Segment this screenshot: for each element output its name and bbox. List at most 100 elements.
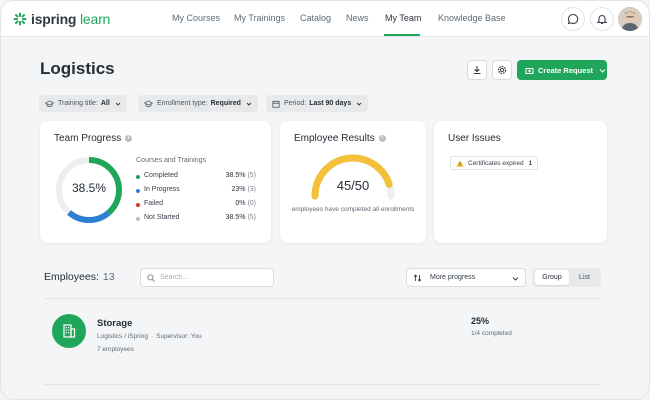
legend-value: 0% (0) bbox=[235, 200, 256, 207]
logo-text-main: ispring bbox=[31, 11, 77, 27]
chevron-down-icon bbox=[512, 277, 519, 281]
settings-button[interactable] bbox=[492, 60, 512, 80]
info-icon[interactable]: i bbox=[378, 135, 386, 142]
employees-heading: Employees: 13 bbox=[44, 271, 115, 283]
employee-results-title-text: Employee Results bbox=[294, 133, 375, 144]
user-issues-title: User Issues bbox=[448, 133, 501, 144]
search-field[interactable] bbox=[140, 268, 274, 287]
notifications-button[interactable] bbox=[590, 7, 614, 31]
building-icon bbox=[52, 314, 86, 348]
gauge-fill bbox=[311, 154, 393, 200]
legend-value: 38.5% (5) bbox=[226, 172, 256, 179]
nav-news[interactable]: News bbox=[346, 13, 369, 23]
legend-dot bbox=[136, 189, 140, 193]
team-progress-card: Team Progress i 38.5% Courses and Trainin… bbox=[40, 121, 271, 243]
nav-my-team[interactable]: My Team bbox=[385, 13, 422, 23]
calendar-icon bbox=[272, 100, 280, 108]
donut-center-label: 38.5% bbox=[71, 181, 107, 195]
legend-dot bbox=[136, 217, 140, 221]
user-issues-card: User Issues Certificates expired 1 bbox=[434, 121, 607, 243]
team-supervisor: Supervisor: You bbox=[156, 333, 202, 340]
legend-name: Not Started bbox=[144, 214, 180, 221]
meta-separator: · bbox=[150, 333, 154, 340]
logo[interactable]: ispring learn bbox=[13, 10, 110, 28]
info-icon[interactable]: i bbox=[125, 135, 133, 142]
nav-catalog[interactable]: Catalog bbox=[300, 13, 332, 23]
employee-results-card: Employee Results i 45/50 employees have c… bbox=[280, 121, 426, 243]
logo-icon bbox=[13, 12, 27, 26]
section-divider bbox=[44, 298, 601, 299]
team-progress-pct: 25% bbox=[471, 316, 490, 326]
legend-count: (5) bbox=[247, 172, 256, 179]
chip-count: 1 bbox=[528, 159, 533, 167]
legend-count: (3) bbox=[247, 186, 256, 193]
chat-button[interactable] bbox=[561, 7, 585, 31]
gauge-caption: employees have completed all enrollments bbox=[291, 206, 415, 213]
download-button[interactable] bbox=[467, 60, 487, 80]
chevron-down-icon bbox=[356, 102, 362, 106]
legend-value: 38.5% (5) bbox=[226, 214, 256, 221]
legend-name: In Progress bbox=[144, 186, 180, 193]
filter-training-title[interactable]: Training title: All bbox=[39, 95, 127, 112]
row-divider bbox=[44, 384, 601, 385]
sort-icon bbox=[413, 273, 422, 282]
filter-enrollment-type-value: Required bbox=[210, 100, 241, 107]
legend-dot bbox=[136, 203, 140, 207]
download-icon bbox=[473, 66, 481, 75]
nav-active-indicator bbox=[384, 34, 420, 36]
filter-period-value: Last 90 days bbox=[309, 100, 352, 107]
nav-my-trainings[interactable]: My Trainings bbox=[234, 13, 286, 23]
nav-my-courses[interactable]: My Courses bbox=[172, 13, 221, 23]
team-employee-count: 7 employees bbox=[97, 346, 134, 353]
view-group-option[interactable]: Group bbox=[535, 270, 569, 285]
gauge-value: 45/50 bbox=[336, 178, 370, 193]
top-header: ispring learn My Courses My Trainings Ca… bbox=[1, 1, 649, 37]
team-name[interactable]: Storage bbox=[97, 318, 133, 329]
create-request-button[interactable]: Create Request bbox=[517, 60, 607, 80]
legend-pct: 38.5% bbox=[225, 172, 246, 179]
chevron-down-icon bbox=[599, 68, 606, 73]
legend-pct: 0% bbox=[235, 200, 246, 207]
filter-period[interactable]: Period: Last 90 days bbox=[266, 95, 369, 112]
legend-item-completed: Completed 38.5% (5) bbox=[136, 172, 256, 182]
user-avatar[interactable] bbox=[618, 7, 642, 31]
warning-icon bbox=[456, 159, 464, 167]
employee-results-gauge bbox=[308, 151, 398, 201]
search-icon bbox=[147, 273, 155, 282]
legend-pct: 23% bbox=[231, 186, 246, 193]
chevron-down-icon bbox=[115, 102, 121, 106]
nav-knowledge-base[interactable]: Knowledge Base bbox=[438, 13, 506, 23]
legend-value: 23% (3) bbox=[231, 186, 256, 193]
view-toggle: Group List bbox=[532, 268, 601, 287]
gauge-chart bbox=[311, 154, 395, 200]
team-progress-donut: 38.5% bbox=[54, 155, 124, 225]
team-row-storage[interactable]: Storage Logistics / iSpring · Supervisor: … bbox=[44, 306, 601, 366]
view-list-option[interactable]: List bbox=[579, 274, 590, 281]
gear-icon bbox=[497, 65, 507, 75]
donut-chart bbox=[56, 157, 122, 223]
legend-item-not-started: Not Started 38.5% (5) bbox=[136, 214, 256, 224]
graduation-cap-icon bbox=[144, 99, 153, 108]
employees-title: Employees: bbox=[44, 271, 99, 283]
filter-enrollment-type-label: Enrollment type: bbox=[157, 100, 208, 107]
legend-title: Courses and Trainings bbox=[136, 157, 207, 164]
legend-dot bbox=[136, 175, 140, 179]
team-completed: 1/4 completed bbox=[471, 330, 512, 337]
search-input[interactable] bbox=[160, 274, 270, 281]
create-request-label: Create Request bbox=[538, 65, 594, 75]
legend-pct: 38.5% bbox=[225, 214, 246, 221]
sort-label: More progress bbox=[430, 274, 476, 281]
certificates-expired-chip[interactable]: Certificates expired 1 bbox=[450, 156, 539, 170]
sort-dropdown[interactable]: More progress bbox=[406, 268, 526, 287]
filter-enrollment-type[interactable]: Enrollment type: Required bbox=[138, 95, 258, 112]
filter-training-title-label: Training title: bbox=[58, 100, 98, 107]
employees-count: 13 bbox=[102, 271, 115, 283]
chevron-down-icon bbox=[246, 102, 252, 106]
logo-text: ispring learn bbox=[31, 11, 110, 27]
donut-segment-not-started bbox=[56, 157, 122, 223]
legend-item-in-progress: In Progress 23% (3) bbox=[136, 186, 256, 196]
chip-label: Certificates expired bbox=[468, 159, 524, 167]
chat-icon bbox=[567, 13, 579, 25]
team-progress-title-text: Team Progress bbox=[54, 133, 122, 144]
team-progress-title: Team Progress i bbox=[54, 133, 133, 144]
